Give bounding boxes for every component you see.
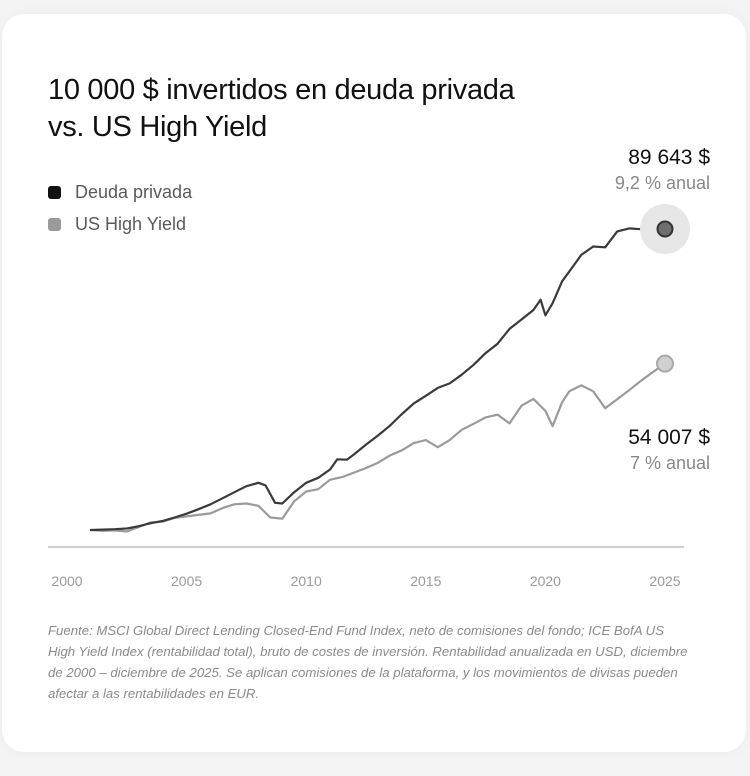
legend-swatch-private-debt	[48, 185, 61, 199]
chart-card	[2, 14, 746, 752]
end-label-private-debt: 89 643 $ 9,2 % anual	[615, 145, 710, 195]
end-label-high-yield: 54 007 $ 7 % anual	[628, 425, 710, 475]
x-tick-label-2020: 2020	[530, 573, 561, 589]
x-tick-label-2025: 2025	[649, 573, 680, 589]
legend-label-high-yield: US High Yield	[75, 213, 187, 234]
legend-swatch-high-yield	[48, 217, 61, 231]
end-value-high-yield: 54 007 $	[628, 426, 710, 449]
end-rate-high-yield: 7 % anual	[629, 453, 710, 473]
end-marker-private-debt	[656, 220, 674, 238]
x-tick-label-2000: 2000	[51, 573, 82, 589]
series-line-private-debt	[89, 227, 667, 532]
chart-title-line1: 10 000 $ invertidos en deuda privada	[48, 74, 515, 106]
end-marker-high-yield	[656, 354, 674, 373]
end-value-private-debt: 89 643 $	[628, 146, 710, 169]
x-tick-label-2005: 2005	[171, 573, 202, 589]
legend-item-private-debt: Deuda privada	[48, 176, 192, 208]
chart-title-line2: vs. US High Yield	[48, 111, 267, 143]
legend-item-high-yield: US High Yield	[48, 208, 192, 240]
legend-label-private-debt: Deuda privada	[75, 181, 193, 202]
end-rate-private-debt: 9,2 % anual	[614, 173, 710, 193]
footnote: Fuente: MSCI Global Direct Lending Close…	[48, 623, 688, 701]
x-tick-label-2015: 2015	[410, 573, 441, 589]
legend: Deuda privada US High Yield	[48, 176, 192, 240]
series-line-high-yield	[89, 362, 667, 533]
chart-title: 10 000 $ invertidos en deuda privada vs.…	[48, 72, 648, 146]
x-tick-label-2010: 2010	[291, 573, 322, 589]
